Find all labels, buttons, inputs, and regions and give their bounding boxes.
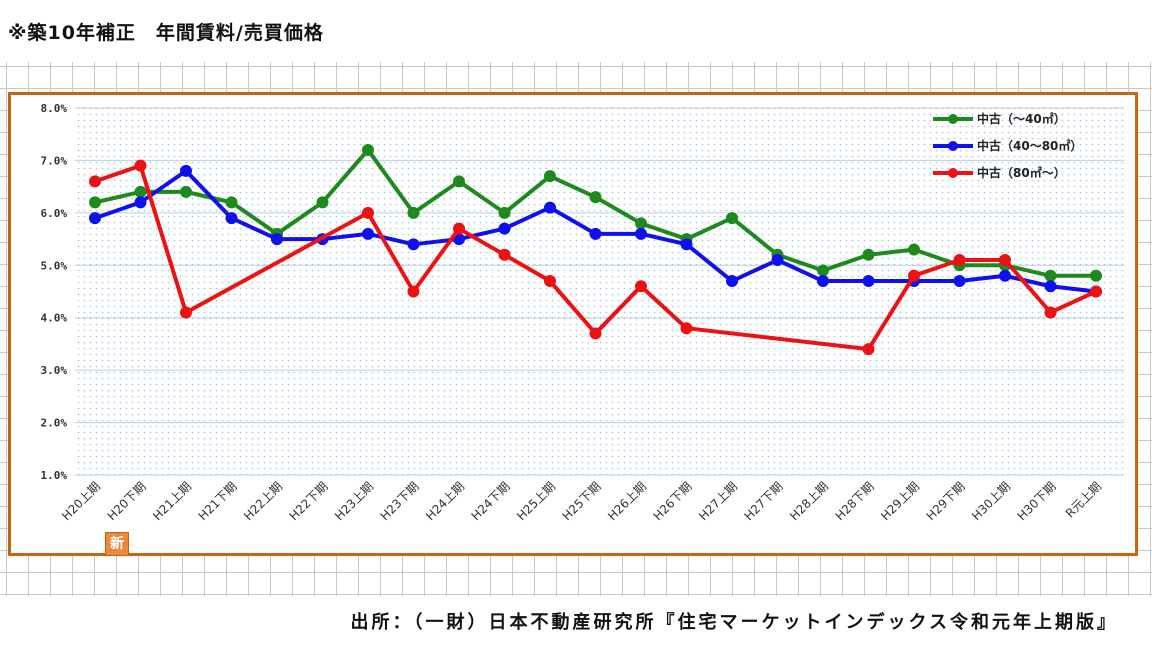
data-point	[225, 212, 238, 225]
data-point	[544, 170, 556, 183]
x-tick-label: H24下期	[469, 479, 513, 523]
chart-frame[interactable]: 1.0% 2.0% 3.0% 4.0% 5.0% 6.0% 7.0% 8.0% H20上期 H2…	[8, 92, 1138, 556]
data-point	[544, 201, 556, 214]
data-point	[1044, 280, 1057, 293]
data-point	[908, 243, 920, 256]
y-tick-label: 2.0%	[41, 417, 68, 430]
legend-label: 中古（40～80㎡）	[977, 138, 1082, 153]
y-tick-label: 5.0%	[41, 259, 68, 272]
data-point	[862, 248, 875, 261]
x-tick-label: H22下期	[287, 479, 331, 523]
data-point	[453, 222, 465, 235]
data-point	[498, 206, 511, 219]
data-point	[999, 269, 1011, 282]
data-point	[407, 238, 420, 251]
x-tick-label: H20下期	[105, 479, 149, 523]
x-tick-label: H21下期	[196, 479, 240, 523]
data-point	[771, 254, 784, 267]
x-tick-label: H23上期	[332, 479, 376, 523]
x-tick-label: H25上期	[514, 479, 558, 523]
data-point	[1044, 269, 1057, 282]
data-point	[862, 275, 875, 288]
data-point	[180, 306, 192, 319]
data-point	[134, 159, 147, 172]
x-tick-label: H22上期	[241, 479, 285, 523]
x-tick-label: H20上期	[59, 479, 103, 523]
x-tick-label: R元上期	[1063, 479, 1104, 520]
y-tick-label: 6.0%	[41, 207, 68, 220]
plot-area	[75, 108, 1124, 475]
x-tick-label: H29上期	[878, 479, 922, 523]
data-point	[498, 222, 511, 235]
data-point	[407, 206, 420, 219]
data-point	[134, 196, 147, 209]
x-tick-label: H28下期	[833, 479, 877, 523]
data-point	[407, 285, 420, 298]
title-band	[0, 0, 1152, 62]
page-title: ※築10年補正 年間賃料/売買価格	[8, 22, 324, 44]
data-point	[544, 275, 556, 288]
y-tick-label: 8.0%	[41, 102, 68, 115]
data-point	[680, 322, 693, 335]
x-tick-label: H25下期	[560, 479, 604, 523]
data-point	[1090, 269, 1102, 282]
data-point	[134, 185, 147, 198]
data-point	[225, 196, 238, 209]
data-point	[908, 269, 920, 282]
data-point	[726, 275, 738, 288]
data-point	[862, 343, 875, 356]
x-tick-label: H24上期	[423, 479, 467, 523]
line-chart: 1.0%2.0%3.0%4.0%5.0%6.0%7.0%8.0% H20上期 H2…	[41, 102, 1124, 523]
y-tick-label: 4.0%	[41, 312, 68, 325]
data-point	[316, 196, 329, 209]
y-tick-label: 3.0%	[41, 364, 68, 377]
x-tick-label: H21上期	[150, 479, 194, 523]
data-point	[362, 143, 374, 156]
source-band	[0, 596, 1152, 648]
x-tick-label: H23下期	[378, 479, 422, 523]
x-tick-label: H29下期	[924, 479, 968, 523]
y-tick-label: 7.0%	[41, 154, 68, 167]
data-point	[89, 175, 101, 188]
data-point	[362, 227, 374, 240]
data-point	[180, 164, 192, 177]
data-point	[589, 227, 602, 240]
x-tick-label: H27上期	[696, 479, 740, 523]
x-tick-label: H30上期	[969, 479, 1013, 523]
x-tick-label: H26上期	[605, 479, 649, 523]
y-tick-label: 1.0%	[41, 469, 68, 482]
x-tick-label: H28上期	[787, 479, 831, 523]
data-point	[817, 264, 829, 277]
data-point	[180, 185, 192, 198]
data-point	[635, 227, 647, 240]
data-point	[89, 212, 101, 225]
data-point	[1090, 285, 1102, 298]
legend-marker	[948, 141, 958, 151]
x-tick-label: H30下期	[1015, 479, 1059, 523]
data-point	[726, 212, 738, 225]
legend-marker	[948, 168, 958, 178]
x-tick-label: H27下期	[742, 479, 786, 523]
data-point	[1044, 306, 1057, 319]
data-point	[999, 254, 1011, 267]
data-point	[680, 238, 693, 251]
data-point	[362, 206, 374, 219]
data-point	[453, 175, 465, 188]
legend-marker	[948, 114, 958, 124]
data-point	[635, 280, 647, 293]
source-note: 出所：（一財）日本不動産研究所『住宅マーケットインデックス令和元年上期版』	[350, 612, 1118, 633]
legend-label: 中古（80㎡～）	[977, 165, 1066, 180]
data-point	[589, 191, 602, 204]
data-point	[498, 248, 511, 261]
data-point	[589, 327, 602, 340]
data-point	[953, 254, 966, 267]
data-point	[817, 275, 829, 288]
data-point	[953, 275, 966, 288]
new-badge-icon: 新	[105, 532, 129, 556]
data-point	[271, 233, 283, 246]
data-point	[89, 196, 101, 209]
x-tick-label: H26下期	[651, 479, 695, 523]
legend-label: 中古（～40㎡）	[977, 111, 1066, 126]
data-point	[635, 217, 647, 230]
